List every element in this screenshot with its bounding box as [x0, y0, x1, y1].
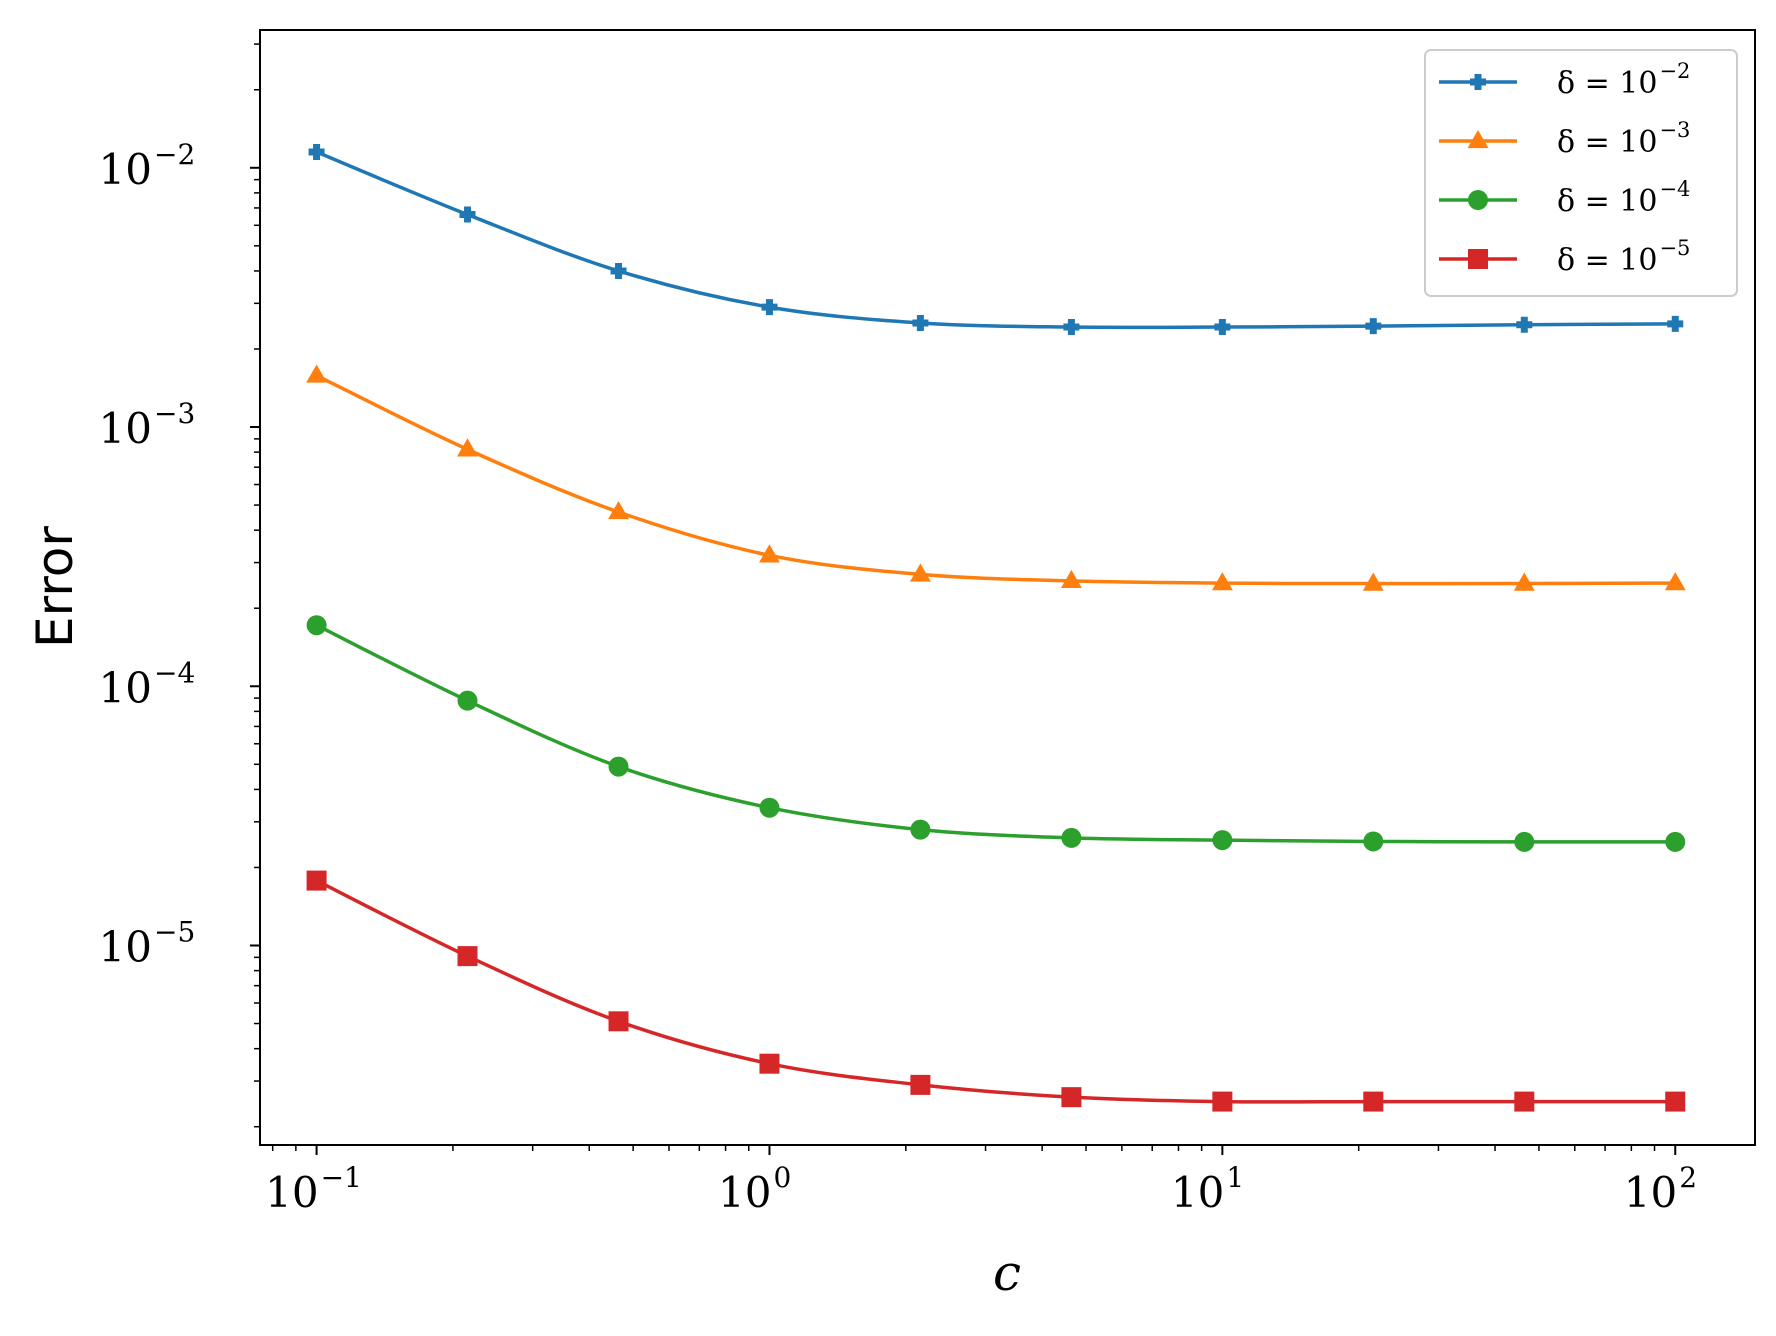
data-point-s2-9 — [1513, 572, 1535, 591]
x-tick-label-2: 10 0 — [718, 1161, 791, 1217]
series-line-3 — [314, 623, 1677, 844]
x-tick-label-4: 10 2 — [1624, 1161, 1697, 1217]
data-point-s4-4 — [759, 1053, 780, 1074]
data-point-s3-1 — [306, 615, 327, 636]
data-point-s4-5 — [910, 1074, 931, 1095]
data-point-s4-1 — [306, 870, 327, 891]
y-tick-base: 10 — [99, 663, 152, 712]
x-tick-exponent: 2 — [1679, 1161, 1697, 1194]
legend-entry-4: δ = 10 −5 — [1439, 236, 1690, 278]
data-point-s1-10 — [1667, 315, 1684, 332]
data-point-s3-10 — [1665, 831, 1686, 852]
data-point-s1-7 — [1214, 319, 1231, 336]
y-tick-exponent: −5 — [154, 916, 195, 949]
y-tick-exponent: −2 — [154, 138, 195, 171]
legend-label-exponent: −3 — [1659, 118, 1690, 142]
data-point-s1-5 — [912, 314, 929, 331]
x-tick-exponent: −1 — [321, 1161, 362, 1194]
legend-label-exponent: −2 — [1659, 59, 1690, 83]
x-tick-base: 10 — [1171, 1168, 1224, 1217]
series-line-2 — [314, 373, 1677, 586]
x-tick-label-3: 10 1 — [1171, 1161, 1244, 1217]
series-lines — [314, 150, 1677, 1104]
data-point-s1-3 — [610, 262, 627, 279]
data-point-s2-7 — [1211, 572, 1233, 591]
data-point-s2-1 — [306, 364, 328, 383]
data-point-s1-1 — [308, 144, 325, 161]
y-axis-label: Error — [26, 526, 84, 648]
data-point-s1-8 — [1365, 318, 1382, 335]
data-point-s3-4 — [759, 797, 780, 818]
data-point-s2-8 — [1362, 572, 1384, 591]
legend-label-exponent: −4 — [1659, 177, 1690, 201]
legend-entry-1: δ = 10 −2 — [1439, 59, 1690, 101]
x-tick-label-1: 10 −1 — [265, 1161, 362, 1217]
legend-entry-3: δ = 10 −4 — [1439, 177, 1690, 219]
data-point-s2-4 — [759, 544, 780, 563]
y-tick-exponent: −4 — [154, 656, 195, 689]
y-tick-base: 10 — [99, 923, 152, 972]
data-point-s4-8 — [1363, 1091, 1384, 1112]
x-tick-base: 10 — [265, 1168, 318, 1217]
data-point-s2-6 — [1060, 569, 1082, 589]
legend-label: δ = 10 — [1557, 66, 1657, 101]
data-point-s3-2 — [457, 690, 478, 711]
data-point-s1-6 — [1063, 319, 1080, 336]
x-tick-exponent: 1 — [1226, 1161, 1244, 1194]
data-point-s1-4 — [761, 299, 778, 316]
axis-ticks — [250, 43, 1677, 1155]
x-tick-exponent: 0 — [773, 1161, 791, 1194]
data-point-s3-3 — [608, 756, 629, 777]
data-point-s4-2 — [457, 946, 478, 967]
y-tick-base: 10 — [99, 404, 152, 453]
data-point-s1-2 — [459, 206, 476, 223]
y-tick-base: 10 — [99, 145, 152, 194]
data-point-s4-6 — [1061, 1087, 1082, 1108]
y-tick-label-2: 10 −3 — [99, 397, 196, 453]
data-point-s2-5 — [909, 563, 931, 582]
data-point-s3-5 — [910, 819, 931, 840]
y-tick-label-1: 10 −2 — [99, 138, 196, 194]
data-point-s3-7 — [1212, 830, 1233, 851]
legend-marker-swatch — [1468, 190, 1488, 210]
data-point-s3-6 — [1061, 827, 1082, 848]
series-line-1 — [314, 150, 1677, 330]
data-point-s4-10 — [1665, 1091, 1686, 1112]
x-axis-label: c — [993, 1244, 1021, 1302]
legend: δ = 10 −2δ = 10 −3δ = 10 −4δ = 10 −5 — [1424, 49, 1738, 297]
legend-label: δ = 10 — [1557, 243, 1657, 278]
legend-marker-swatch — [1468, 249, 1488, 269]
data-point-s1-9 — [1516, 316, 1533, 333]
series-line-4 — [314, 878, 1677, 1104]
data-point-s2-2 — [457, 438, 478, 457]
data-point-s4-7 — [1212, 1091, 1233, 1112]
legend-marker-swatch — [1470, 74, 1486, 90]
y-tick-label-3: 10 −4 — [99, 656, 196, 712]
data-point-s4-3 — [608, 1011, 629, 1032]
legend-label-exponent: −5 — [1659, 236, 1690, 260]
legend-entry-2: δ = 10 −3 — [1439, 118, 1690, 160]
y-tick-label-4: 10 −5 — [99, 916, 196, 972]
plot-area-frame — [259, 29, 1756, 1146]
x-tick-base: 10 — [718, 1168, 771, 1217]
data-point-s2-10 — [1664, 572, 1686, 591]
series-markers — [306, 144, 1686, 1112]
axis-tick-labels: 10 −1 10 0 10 1 10 210 −210 −310 −410 −5 — [99, 138, 1698, 1217]
data-point-s3-8 — [1363, 831, 1384, 852]
data-point-s3-9 — [1514, 831, 1535, 852]
y-tick-exponent: −3 — [154, 397, 195, 430]
data-point-s2-3 — [608, 501, 629, 520]
legend-box — [1424, 49, 1738, 297]
x-tick-base: 10 — [1624, 1168, 1677, 1217]
legend-label: δ = 10 — [1557, 184, 1657, 219]
data-point-s4-9 — [1514, 1091, 1535, 1112]
legend-label: δ = 10 — [1557, 125, 1657, 160]
legend-marker-swatch — [1467, 130, 1489, 149]
